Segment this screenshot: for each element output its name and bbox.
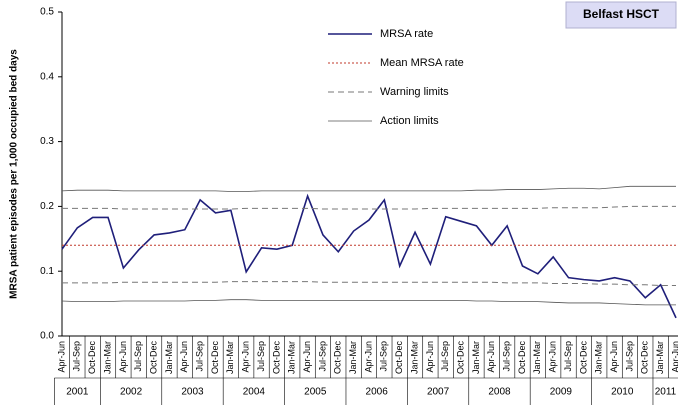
year-label: 2002 xyxy=(120,387,143,398)
x-tick-label: Jul-Sep xyxy=(133,341,143,372)
series-lower-line xyxy=(62,281,676,286)
year-label: 2011 xyxy=(655,387,677,398)
x-tick-label: Oct-Dec xyxy=(148,341,158,375)
x-tick-label: Oct-Dec xyxy=(87,341,97,375)
x-tick-label: Jul-Sep xyxy=(72,341,82,372)
series-lower-line xyxy=(61,299,676,306)
x-tick-label: Apr-Jun xyxy=(486,341,496,373)
x-tick-label: Jan-Mar xyxy=(164,341,174,374)
x-tick-label: Oct-Dec xyxy=(271,341,281,375)
legend-label: MRSA rate xyxy=(380,28,433,40)
y-tick-label: 0.1 xyxy=(40,266,54,277)
badge: Belfast HSCT xyxy=(583,7,660,21)
legend-label: Warning limits xyxy=(380,86,449,98)
x-tick-label: Jul-Sep xyxy=(256,341,266,372)
x-tick-label: Jan-Mar xyxy=(102,341,112,374)
x-tick-label: Jul-Sep xyxy=(379,341,389,372)
x-tick-label: Jul-Sep xyxy=(195,341,205,372)
x-tick-label: Oct-Dec xyxy=(455,341,465,375)
x-tick-label: Oct-Dec xyxy=(394,341,404,375)
x-tick-label: Jul-Sep xyxy=(440,341,450,372)
y-tick-label: 0.5 xyxy=(40,7,54,18)
year-label: 2004 xyxy=(243,387,266,398)
year-label: 2005 xyxy=(304,387,327,398)
x-tick-label: Jan-Mar xyxy=(655,341,665,374)
x-tick-label: Oct-Dec xyxy=(210,341,220,375)
x-tick-label: Jan-Mar xyxy=(532,341,542,374)
x-tick-label: Oct-Dec xyxy=(578,341,588,375)
x-tick-label: Jan-Mar xyxy=(287,341,297,374)
year-label: 2003 xyxy=(181,387,204,398)
x-tick-label: Apr-Jun xyxy=(425,341,435,373)
series-line xyxy=(61,193,677,319)
year-label: 2010 xyxy=(611,387,634,398)
x-tick-label: Jan-Mar xyxy=(225,341,235,374)
year-label: 2009 xyxy=(550,387,573,398)
x-tick-label: Jul-Sep xyxy=(502,341,512,372)
x-tick-label: Apr-Jun xyxy=(118,341,128,373)
y-tick-label: 0.4 xyxy=(40,71,54,82)
x-tick-label: Apr-Jun xyxy=(241,341,251,373)
x-tick-label: Apr-Jun xyxy=(302,341,312,373)
year-label: 2008 xyxy=(488,387,511,398)
x-tick-label: Oct-Dec xyxy=(517,341,527,375)
x-tick-label: Jul-Sep xyxy=(317,341,327,372)
x-tick-label: Jan-Mar xyxy=(471,341,481,374)
year-label: 2001 xyxy=(66,387,89,398)
y-axis-label: MRSA patient episodes per 1,000 occupied… xyxy=(9,49,20,299)
x-tick-label: Apr-Jun xyxy=(179,341,189,373)
x-tick-label: Apr-Jun xyxy=(670,341,678,373)
x-tick-label: Jan-Mar xyxy=(594,341,604,374)
legend-label: Action limits xyxy=(380,115,439,127)
series-line xyxy=(61,185,676,192)
y-tick-label: 0.0 xyxy=(40,331,54,342)
x-tick-label: Oct-Dec xyxy=(333,341,343,375)
x-tick-label: Apr-Jun xyxy=(363,341,373,373)
series-line xyxy=(62,205,676,210)
badge-box xyxy=(565,1,677,29)
x-tick-label: Jul-Sep xyxy=(624,341,634,372)
x-tick-label: Jan-Mar xyxy=(348,341,358,374)
year-label: 2007 xyxy=(427,387,450,398)
year-label: 2006 xyxy=(366,387,389,398)
legend-label: Mean MRSA rate xyxy=(380,57,464,69)
x-tick-label: Oct-Dec xyxy=(640,341,650,375)
x-tick-label: Jul-Sep xyxy=(563,341,573,372)
x-tick-label: Apr-Jun xyxy=(548,341,558,373)
y-tick-label: 0.3 xyxy=(40,136,54,147)
y-tick-label: 0.2 xyxy=(40,201,54,212)
x-tick-label: Apr-Jun xyxy=(56,341,66,373)
x-tick-label: Jan-Mar xyxy=(409,341,419,374)
x-tick-label: Apr-Jun xyxy=(609,341,619,373)
